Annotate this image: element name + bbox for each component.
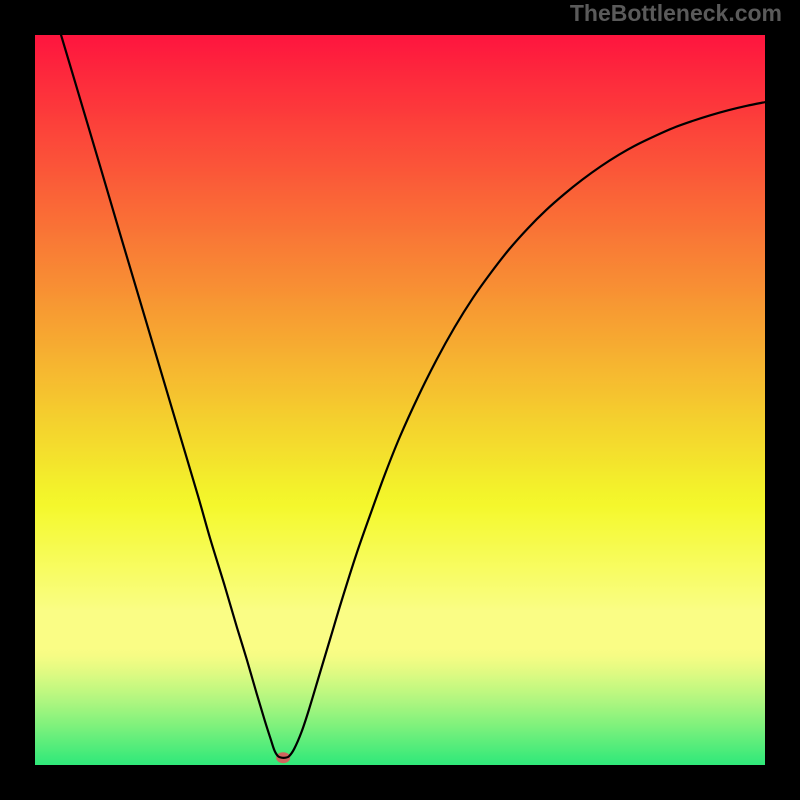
chart-plot-area (35, 35, 765, 765)
watermark-label: TheBottleneck.com (570, 0, 782, 27)
chart-frame (35, 35, 765, 765)
chart-container: TheBottleneck.com (0, 0, 800, 800)
gradient-background (35, 35, 765, 765)
